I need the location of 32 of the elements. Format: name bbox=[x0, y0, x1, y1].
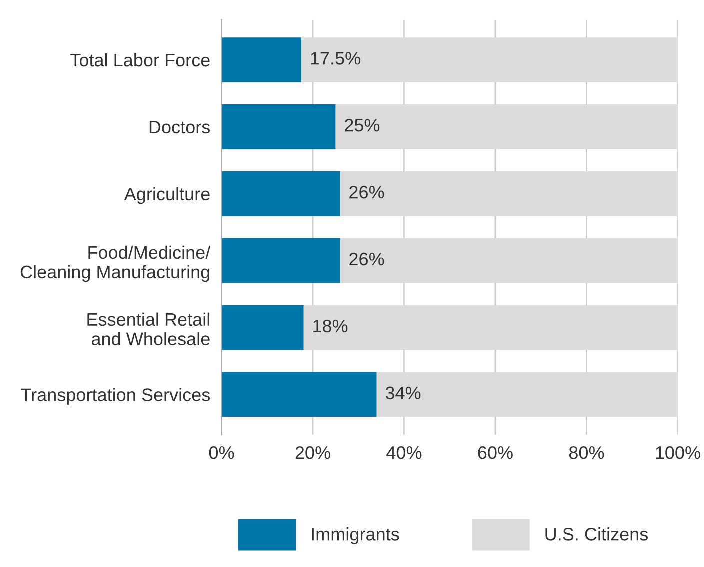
x-tick-label: 0% bbox=[209, 446, 234, 460]
y-tick-label: Essential Retail and Wholesale bbox=[88, 312, 210, 346]
x-tick-label: 20% bbox=[296, 446, 330, 460]
data-label: 26% bbox=[350, 252, 384, 266]
y-tick-label: Doctors bbox=[150, 121, 210, 134]
legend-label: Immigrants bbox=[312, 528, 400, 544]
x-tick-label: 60% bbox=[478, 446, 513, 460]
bar bbox=[376, 372, 678, 418]
data-label: 17.5% bbox=[311, 52, 360, 65]
bar bbox=[222, 305, 304, 350]
bar bbox=[222, 171, 340, 216]
bar bbox=[336, 104, 678, 150]
data-label: 34% bbox=[386, 386, 421, 400]
bar bbox=[222, 372, 377, 418]
legend-label: U.S. Citizens bbox=[546, 528, 648, 541]
bar bbox=[222, 238, 340, 284]
bar bbox=[340, 171, 678, 216]
data-label: 18% bbox=[314, 320, 348, 333]
y-tick-label: Agriculture bbox=[124, 187, 210, 204]
data-label: 25% bbox=[345, 119, 380, 132]
bar bbox=[222, 104, 336, 150]
x-tick-label: 100% bbox=[656, 446, 700, 460]
y-tick-label: Transportation Services bbox=[21, 388, 210, 406]
bar bbox=[302, 38, 678, 82]
bar bbox=[340, 238, 678, 284]
y-tick-label: Food/Medicine/ Cleaning Manufacturing bbox=[20, 246, 211, 282]
y-tick-label: Total Labor Force bbox=[70, 53, 210, 67]
data-label: 26% bbox=[350, 186, 384, 199]
bar bbox=[304, 305, 678, 350]
bar bbox=[222, 38, 302, 82]
x-tick-label: 40% bbox=[386, 446, 422, 460]
x-tick-label: 80% bbox=[569, 446, 604, 460]
